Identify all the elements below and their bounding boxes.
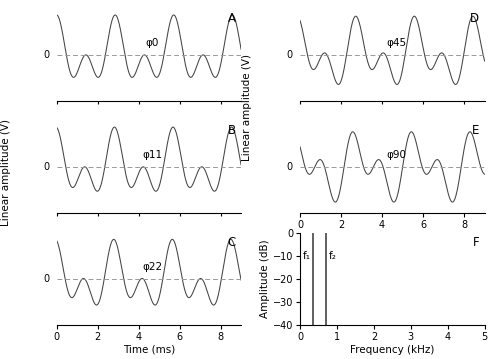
Text: φ22: φ22 bbox=[143, 262, 162, 272]
Text: φ11: φ11 bbox=[143, 150, 162, 160]
Text: φ45: φ45 bbox=[386, 38, 406, 48]
X-axis label: Frequency (kHz): Frequency (kHz) bbox=[350, 345, 434, 355]
Text: B: B bbox=[227, 124, 236, 137]
Text: E: E bbox=[472, 124, 479, 137]
Text: 0: 0 bbox=[43, 50, 49, 60]
X-axis label: Time (ms): Time (ms) bbox=[366, 233, 419, 243]
Text: f₂: f₂ bbox=[329, 251, 337, 261]
Text: 0: 0 bbox=[287, 50, 293, 60]
Y-axis label: Amplitude (dB): Amplitude (dB) bbox=[260, 240, 270, 318]
Text: 0: 0 bbox=[287, 162, 293, 172]
Text: 0: 0 bbox=[43, 274, 49, 284]
Text: Linear amplitude (V): Linear amplitude (V) bbox=[1, 119, 11, 226]
Text: F: F bbox=[472, 236, 479, 249]
Text: D: D bbox=[470, 12, 479, 25]
Text: 0: 0 bbox=[43, 162, 49, 172]
Text: C: C bbox=[227, 236, 236, 249]
X-axis label: Time (ms): Time (ms) bbox=[123, 345, 175, 355]
Text: φ90: φ90 bbox=[386, 150, 406, 160]
Text: A: A bbox=[227, 12, 236, 25]
Text: f₁: f₁ bbox=[303, 251, 310, 261]
Text: Linear amplitude (V): Linear amplitude (V) bbox=[242, 54, 252, 161]
Text: φ0: φ0 bbox=[146, 38, 159, 48]
